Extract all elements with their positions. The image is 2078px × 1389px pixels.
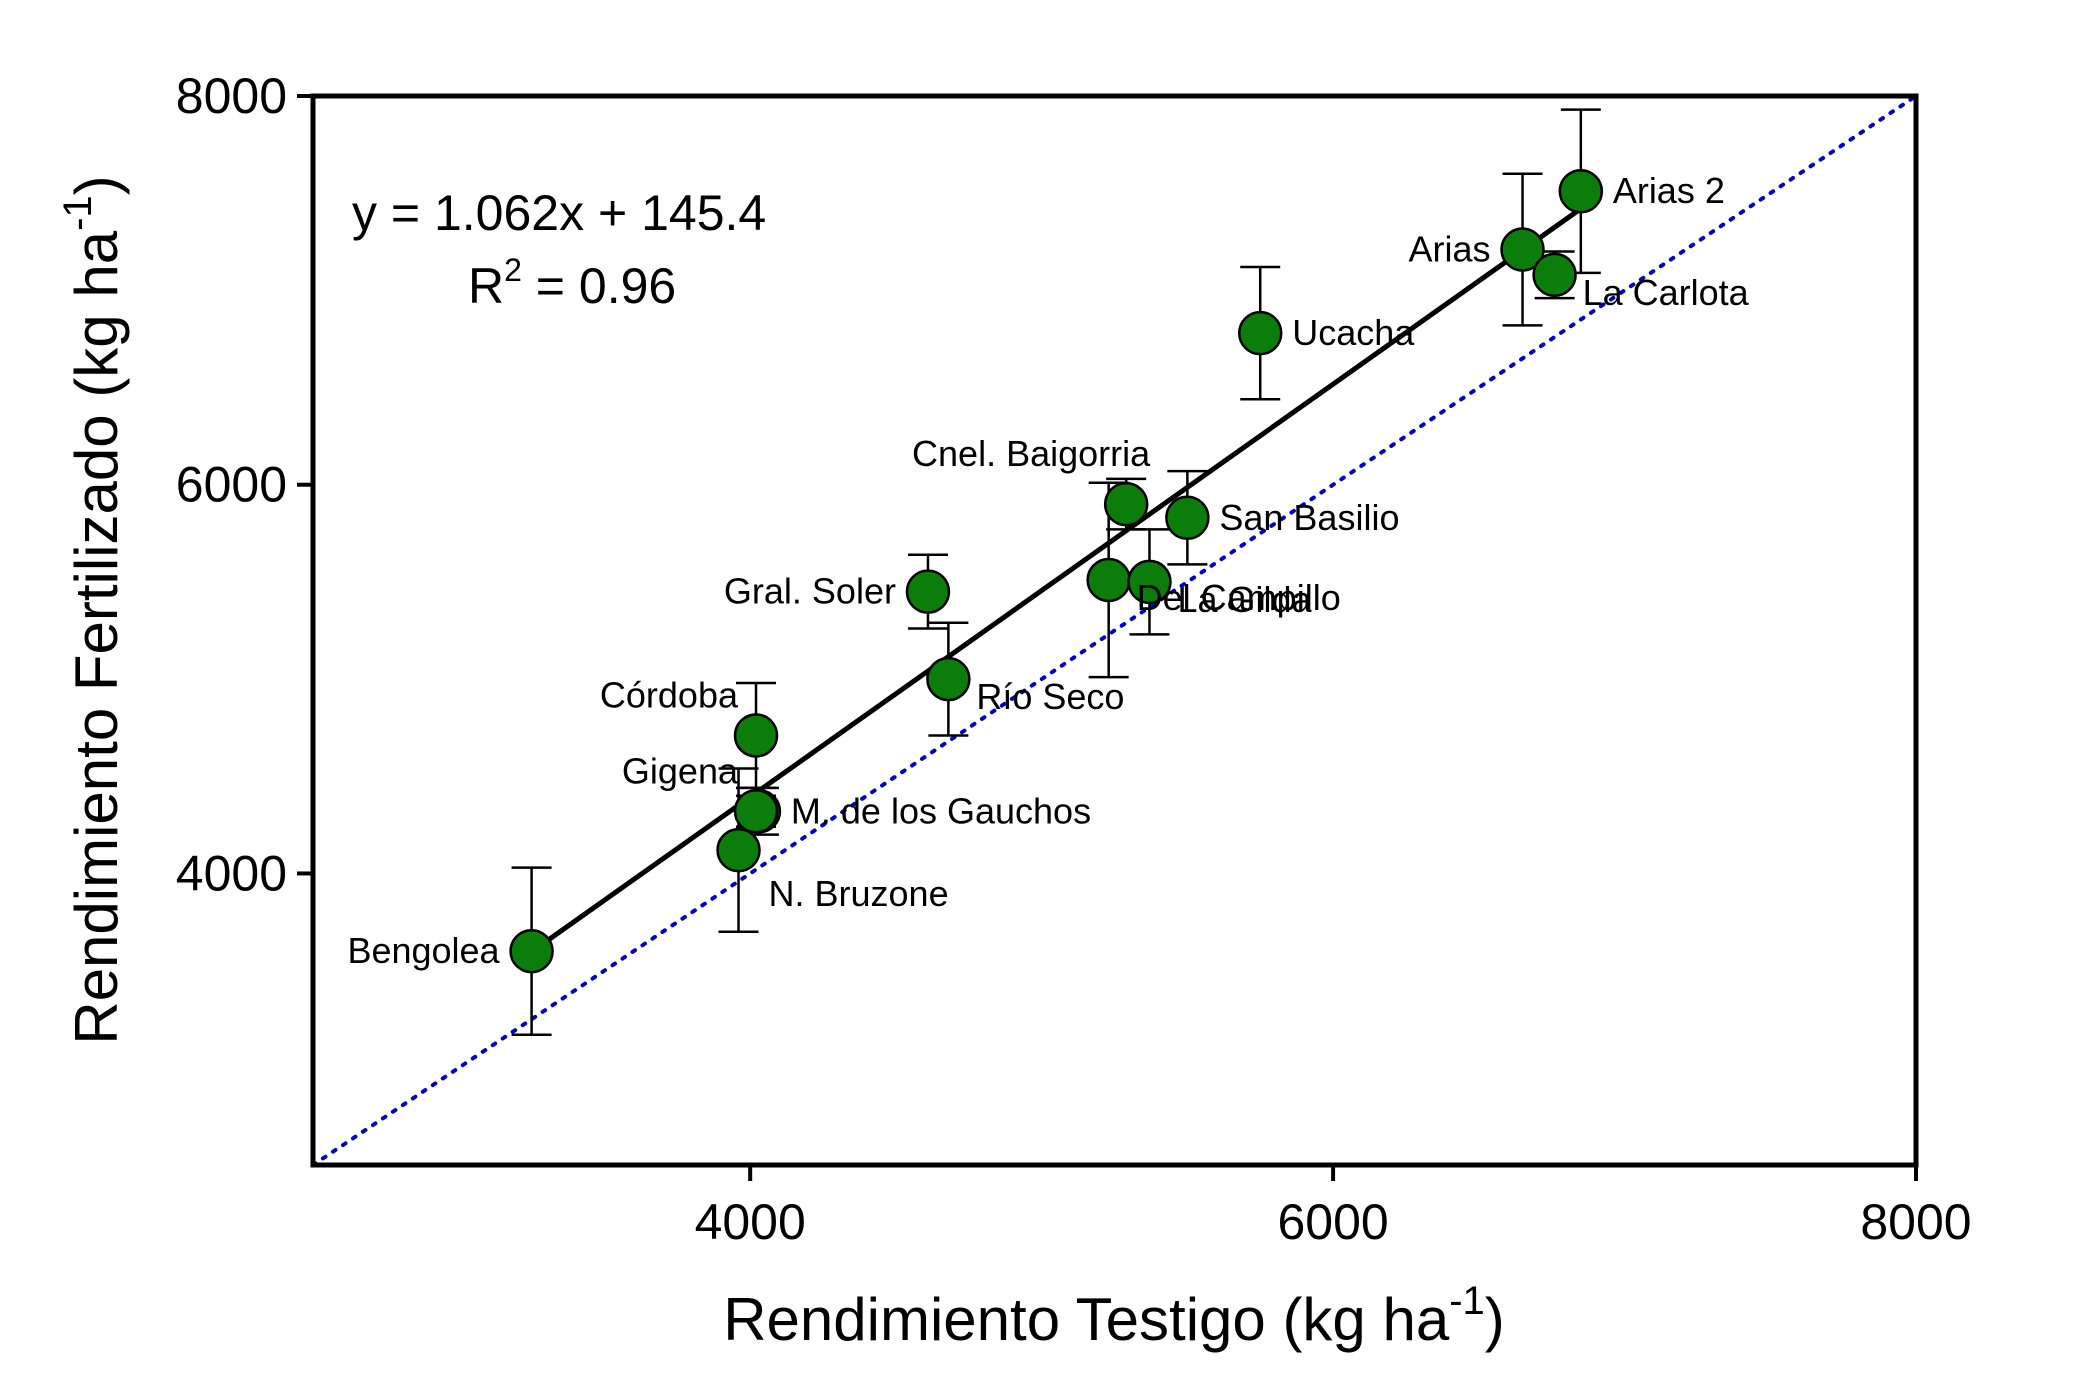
data-point <box>905 569 951 614</box>
point-label: Gigena <box>622 750 739 791</box>
regression-line <box>530 206 1583 954</box>
point-label: Río Seco <box>976 676 1124 717</box>
x-tick-label: 4000 <box>695 1194 806 1250</box>
point-label: Cnel. Baigorria <box>912 433 1151 474</box>
data-point <box>1165 495 1210 541</box>
point-label: Del Campillo <box>1137 577 1341 618</box>
plot-frame <box>310 93 1919 1168</box>
point-label: N. Bruzone <box>769 873 949 914</box>
point-label: Arias <box>1409 229 1491 270</box>
points-layer <box>509 168 1604 974</box>
x-tick-label: 6000 <box>1277 1194 1388 1250</box>
data-point <box>716 827 761 873</box>
lines-layer <box>313 96 1916 1165</box>
data-point <box>1532 252 1577 298</box>
x-tick-label: 8000 <box>1860 1194 1971 1250</box>
ticks-layer: 4000 6000 8000 4000 6000 8000 <box>176 68 1972 1250</box>
data-point <box>926 656 971 702</box>
data-point <box>509 928 554 974</box>
point-label: Arias 2 <box>1613 170 1725 211</box>
x-axis-label: Rendimiento Testigo (kg ha-1) <box>723 1279 1505 1353</box>
point-label: Córdoba <box>600 674 739 715</box>
point-labels-layer: Bengolea N. Bruzone M. de los Gauchos Gigen… <box>347 170 1749 971</box>
data-point <box>1558 168 1604 214</box>
point-label: La Carlota <box>1583 272 1750 313</box>
data-point <box>1237 310 1283 356</box>
point-label: Ucacha <box>1292 312 1415 353</box>
point-label: Bengolea <box>347 930 500 971</box>
point-label: Gral. Soler <box>724 571 896 612</box>
data-point <box>1500 227 1545 272</box>
y-tick-label: 6000 <box>176 457 287 513</box>
y-tick-label: 4000 <box>176 845 287 901</box>
data-point <box>1127 559 1172 605</box>
data-point <box>1103 481 1149 527</box>
point-label: M. de los Gauchos <box>791 790 1091 831</box>
regression-equation: y = 1.062x + 145.4 <box>352 185 766 241</box>
data-point <box>1086 557 1131 603</box>
point-label: San Basilio <box>1219 497 1399 538</box>
data-point <box>733 713 779 758</box>
y-tick-label: 8000 <box>176 68 287 124</box>
data-point <box>733 789 779 834</box>
identity-line <box>313 96 1916 1165</box>
r-squared-text: R2 = 0.96 <box>468 252 676 314</box>
y-axis-label: Rendimiento Fertilizado (kg ha-1) <box>56 175 130 1044</box>
point-label: La Gilda <box>1177 579 1312 620</box>
